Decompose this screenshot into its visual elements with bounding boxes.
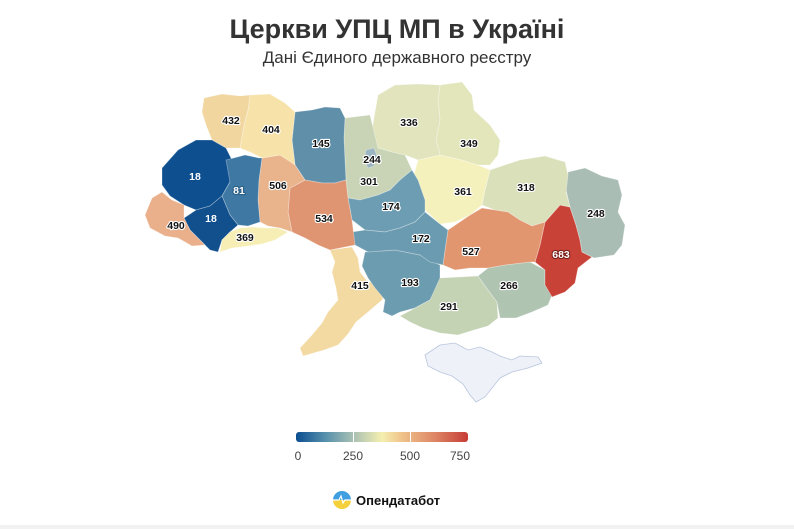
region-chernivtsi[interactable] <box>219 226 289 253</box>
label-donetsk: 683 <box>552 249 570 261</box>
region-sumy[interactable] <box>435 81 501 166</box>
label-kyiv-city: 244 <box>363 154 381 166</box>
region-odesa[interactable] <box>299 246 389 357</box>
label-vinnytsia: 534 <box>315 213 333 225</box>
brand: Опендатабот <box>333 491 440 509</box>
region-vinnytsia[interactable] <box>287 179 356 251</box>
label-cherkasy: 174 <box>382 201 400 213</box>
region-dnipropetrovsk[interactable] <box>442 207 546 271</box>
color-scale-legend: 0 250 500 750 <box>294 432 471 465</box>
label-kirovohrad: 172 <box>412 233 430 245</box>
label-khmelnytskyi: 506 <box>269 180 287 192</box>
legend-labels: 0 250 500 750 <box>294 449 471 465</box>
region-zakarpattia[interactable] <box>144 191 206 247</box>
label-kharkiv: 318 <box>517 182 535 194</box>
chart-title: Церкви УПЦ МП в Україні <box>229 14 565 44</box>
chart-subtitle: Дані Єдиного державного реєстру <box>262 48 532 67</box>
label-poltava: 361 <box>454 186 472 198</box>
legend-label-750: 750 <box>449 449 471 463</box>
legend-label-0: 0 <box>294 449 302 463</box>
legend-label-250: 250 <box>342 449 364 463</box>
color-scale-bar <box>296 432 468 442</box>
region-luhansk[interactable] <box>565 167 626 259</box>
label-kyiv-oblast: 301 <box>360 176 378 188</box>
label-rivne: 404 <box>262 124 280 136</box>
label-ivano-frankivsk: 18 <box>205 213 217 225</box>
legend-tick-500 <box>410 432 411 442</box>
label-odesa: 415 <box>351 280 369 292</box>
opendatabot-logo-icon <box>333 491 351 509</box>
legend-label-500: 500 <box>399 449 421 463</box>
label-luhansk: 248 <box>587 208 605 220</box>
region-kirovohrad[interactable] <box>351 211 449 266</box>
label-lviv: 18 <box>189 171 201 183</box>
label-sumy: 349 <box>460 138 478 150</box>
region-volyn[interactable] <box>201 93 251 149</box>
region-zaporizhzhia[interactable] <box>477 261 553 319</box>
region-kharkiv[interactable] <box>481 155 571 227</box>
bottom-strip <box>0 525 794 529</box>
legend-tick-250 <box>353 432 354 442</box>
label-dnipropetrovsk: 527 <box>462 246 480 258</box>
label-volyn: 432 <box>222 115 240 127</box>
label-chernivtsi: 369 <box>236 232 254 244</box>
label-ternopil: 81 <box>233 185 245 197</box>
region-crimea[interactable] <box>424 342 543 403</box>
label-zaporizhzhia: 266 <box>500 280 518 292</box>
label-mykolaiv: 193 <box>401 277 419 289</box>
label-kherson: 291 <box>440 301 458 313</box>
label-chernihiv: 336 <box>400 117 418 129</box>
brand-name: Опендатабот <box>356 492 441 508</box>
label-zhytomyr: 145 <box>312 138 330 150</box>
region-kyiv-city[interactable] <box>363 147 378 169</box>
label-zakarpattia: 490 <box>167 220 185 232</box>
